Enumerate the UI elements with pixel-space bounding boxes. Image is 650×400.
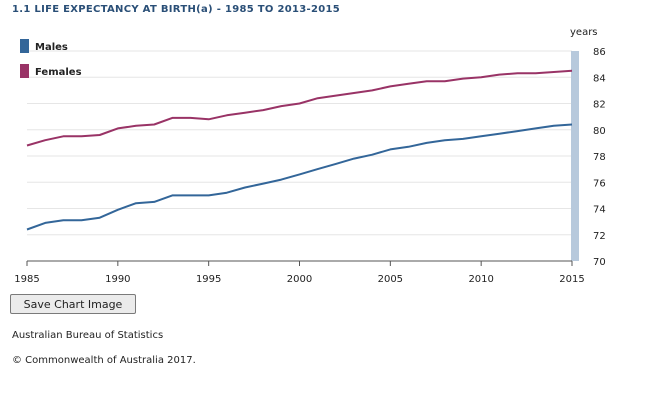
females-data-point xyxy=(388,84,392,88)
females-data-point xyxy=(479,75,483,79)
males-data-point xyxy=(552,124,556,128)
males-data-point xyxy=(225,191,229,195)
males-data-point xyxy=(43,221,47,225)
females-data-point xyxy=(352,91,356,95)
males-data-point xyxy=(98,216,102,220)
source-text: Australian Bureau of Statistics xyxy=(12,330,164,341)
x-tick-label: 2005 xyxy=(378,274,403,285)
females-data-point xyxy=(279,104,283,108)
males-data-point xyxy=(370,153,374,157)
males-data-point xyxy=(116,208,120,212)
save-chart-image-button[interactable]: Save Chart Image xyxy=(10,294,136,314)
females-data-point xyxy=(61,134,65,138)
males-data-point xyxy=(497,132,501,136)
y-tick-label: 76 xyxy=(593,178,606,189)
females-data-point xyxy=(298,102,302,106)
males-data-point xyxy=(534,126,538,130)
x-axis: 1985 1990 1995 2000 2005 2010 2015 xyxy=(14,260,585,285)
y-tick-label: 82 xyxy=(593,100,606,111)
females-data-point xyxy=(170,116,174,120)
females-data-point xyxy=(552,70,556,74)
males-data-point xyxy=(189,193,193,197)
females-data-point xyxy=(98,133,102,137)
x-tick-label: 1985 xyxy=(14,274,39,285)
y-axis-bar xyxy=(571,51,579,261)
females-data-point xyxy=(189,116,193,120)
females-data-point xyxy=(116,126,120,130)
females-data-point xyxy=(152,123,156,127)
x-tick-label: 1990 xyxy=(105,274,130,285)
males-data-point xyxy=(425,141,429,145)
x-tick-label: 2000 xyxy=(287,274,312,285)
males-data-point xyxy=(516,129,520,133)
females-data-point xyxy=(461,77,465,81)
males-data-point xyxy=(134,201,138,205)
series-layer xyxy=(25,69,574,232)
males-data-point xyxy=(261,182,265,186)
males-data-point xyxy=(207,193,211,197)
females-data-point xyxy=(407,82,411,86)
y-tick-label: 74 xyxy=(593,205,606,216)
y-tick-label: 86 xyxy=(593,47,606,58)
males-data-point xyxy=(80,218,84,222)
males-data-point xyxy=(352,157,356,161)
females-data-point xyxy=(207,117,211,121)
females-data-point xyxy=(261,108,265,112)
males-data-point xyxy=(243,186,247,190)
males-data-point xyxy=(570,123,574,127)
females-data-point xyxy=(497,73,501,77)
females-data-point xyxy=(443,79,447,83)
legend-label-males: Males xyxy=(35,42,68,53)
y-axis: 70 72 74 76 78 80 82 84 86 xyxy=(593,47,606,268)
females-data-point xyxy=(516,71,520,75)
females-data-point xyxy=(80,134,84,138)
x-tick-label: 2015 xyxy=(559,274,584,285)
y-tick-label: 70 xyxy=(593,257,606,268)
y-tick-label: 72 xyxy=(593,231,606,242)
legend-swatch-females xyxy=(20,64,29,78)
males-data-point xyxy=(388,147,392,151)
females-data-point xyxy=(225,113,229,117)
males-data-point xyxy=(279,178,283,182)
males-data-point xyxy=(152,200,156,204)
x-tick-label: 1995 xyxy=(196,274,221,285)
grid xyxy=(27,50,572,262)
x-tick-label: 2010 xyxy=(468,274,493,285)
males-series-line xyxy=(26,123,573,231)
males-data-point xyxy=(334,162,338,166)
females-data-point xyxy=(370,88,374,92)
chart-title: 1.1 LIFE EXPECTANCY AT BIRTH(a) - 1985 T… xyxy=(12,4,340,15)
females-data-point xyxy=(334,94,338,98)
females-data-point xyxy=(534,71,538,75)
males-data-point xyxy=(170,193,174,197)
line-chart: 1985 1990 1995 2000 2005 2010 2015 70 72 74 76 78 8… xyxy=(14,27,606,285)
females-data-point xyxy=(43,138,47,142)
males-data-point xyxy=(25,228,29,232)
legend: Males Females xyxy=(20,39,82,78)
y-tick-label: 84 xyxy=(593,73,606,84)
females-data-point xyxy=(243,111,247,115)
y-tick-label: 80 xyxy=(593,126,606,137)
legend-label-females: Females xyxy=(35,67,82,78)
legend-swatch-males xyxy=(20,39,29,53)
females-data-point xyxy=(316,96,320,100)
males-data-point xyxy=(316,167,320,171)
copyright-text: © Commonwealth of Australia 2017. xyxy=(12,355,196,366)
females-data-point xyxy=(134,124,138,128)
y-axis-unit-label: years xyxy=(570,27,598,38)
males-data-point xyxy=(407,145,411,149)
y-tick-label: 78 xyxy=(593,152,606,163)
males-data-point xyxy=(61,218,65,222)
females-data-point xyxy=(25,144,29,148)
females-data-point xyxy=(570,69,574,73)
males-data-point xyxy=(443,138,447,142)
males-data-point xyxy=(298,172,302,176)
males-data-point xyxy=(479,134,483,138)
females-series-line xyxy=(26,69,573,147)
females-data-point xyxy=(425,79,429,83)
males-data-point xyxy=(461,137,465,141)
